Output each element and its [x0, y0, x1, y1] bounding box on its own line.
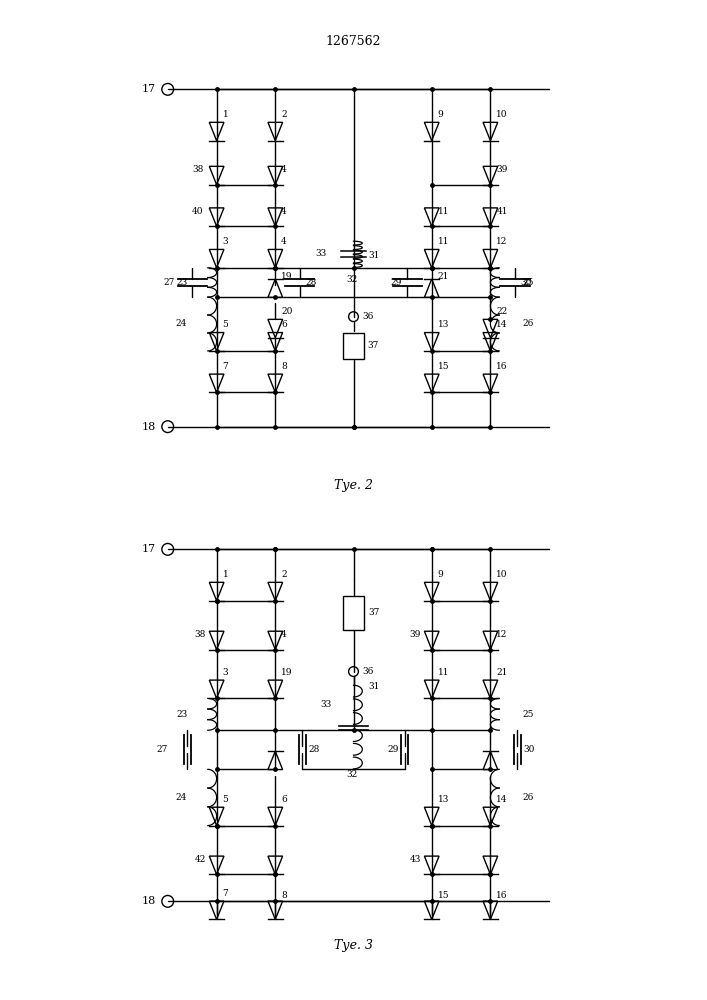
Text: 3: 3	[223, 237, 228, 246]
Text: 42: 42	[194, 855, 206, 864]
Text: 5: 5	[223, 320, 228, 329]
Text: 32: 32	[346, 275, 358, 284]
Text: 13: 13	[438, 795, 449, 804]
Text: 29: 29	[390, 278, 402, 287]
Text: 19: 19	[281, 272, 293, 281]
Text: 23: 23	[176, 710, 187, 719]
Text: 15: 15	[438, 362, 449, 371]
Bar	[343, 596, 364, 630]
Text: 11: 11	[438, 237, 449, 246]
Text: 4: 4	[281, 207, 287, 216]
Text: 27: 27	[164, 278, 175, 287]
Text: 6: 6	[281, 320, 287, 329]
Text: 19: 19	[281, 668, 293, 677]
Text: 26: 26	[522, 793, 534, 802]
Text: 7: 7	[223, 362, 228, 371]
Text: 11: 11	[438, 668, 449, 677]
Text: 37: 37	[368, 608, 380, 617]
Text: 39: 39	[410, 630, 421, 639]
Text: 13: 13	[438, 320, 449, 329]
Text: 4: 4	[281, 165, 287, 174]
Text: 10: 10	[496, 110, 508, 119]
Text: 17: 17	[141, 544, 156, 554]
Text: 29: 29	[387, 745, 399, 754]
Text: 27: 27	[156, 745, 168, 754]
Text: 31: 31	[368, 682, 380, 691]
Text: 23: 23	[176, 278, 187, 287]
Text: 24: 24	[176, 793, 187, 802]
Text: 26: 26	[522, 320, 534, 328]
Text: Τуе. 2: Τуе. 2	[334, 479, 373, 492]
Text: 11: 11	[438, 207, 449, 216]
Text: 14: 14	[496, 795, 508, 804]
Text: 37: 37	[367, 342, 378, 351]
Text: 40: 40	[192, 207, 204, 216]
Text: 39: 39	[496, 165, 508, 174]
Text: 25: 25	[522, 710, 534, 719]
Text: 36: 36	[362, 312, 374, 321]
Text: 18: 18	[141, 422, 156, 432]
Text: 41: 41	[496, 207, 508, 216]
Text: 9: 9	[438, 110, 443, 119]
Text: 18: 18	[141, 896, 156, 906]
Text: 2: 2	[281, 110, 287, 119]
Text: 43: 43	[410, 855, 421, 864]
Text: 7: 7	[223, 890, 228, 898]
Text: 24: 24	[176, 320, 187, 328]
Text: 1: 1	[223, 570, 228, 579]
Text: 17: 17	[141, 84, 156, 94]
Text: 38: 38	[194, 630, 206, 639]
Bar	[343, 333, 364, 359]
Text: 33: 33	[320, 700, 332, 709]
Text: 21: 21	[496, 668, 508, 677]
Text: 28: 28	[305, 278, 317, 287]
Text: 4: 4	[281, 630, 287, 639]
Text: 1: 1	[223, 110, 228, 119]
Text: 32: 32	[346, 770, 358, 779]
Text: 38: 38	[192, 165, 204, 174]
Text: 30: 30	[520, 278, 532, 287]
Text: 21: 21	[438, 272, 449, 281]
Text: 36: 36	[362, 667, 374, 676]
Text: 30: 30	[524, 745, 535, 754]
Text: 6: 6	[281, 795, 287, 804]
Text: 5: 5	[223, 795, 228, 804]
Text: 4: 4	[281, 237, 287, 246]
Text: 1267562: 1267562	[326, 35, 381, 48]
Text: 15: 15	[438, 891, 449, 900]
Text: 8: 8	[281, 891, 287, 900]
Text: 31: 31	[368, 251, 380, 260]
Text: Τуе. 3: Τуе. 3	[334, 939, 373, 952]
Text: 20: 20	[281, 307, 293, 316]
Text: 8: 8	[281, 362, 287, 371]
Text: 9: 9	[438, 570, 443, 579]
Text: 33: 33	[315, 249, 327, 258]
Text: 12: 12	[496, 237, 508, 246]
Text: 12: 12	[496, 630, 508, 639]
Text: 3: 3	[223, 668, 228, 677]
Text: 25: 25	[522, 278, 534, 287]
Text: 28: 28	[308, 745, 320, 754]
Text: 2: 2	[281, 570, 287, 579]
Text: 10: 10	[496, 570, 508, 579]
Text: 14: 14	[496, 320, 508, 329]
Text: 22: 22	[496, 307, 508, 316]
Text: 16: 16	[496, 362, 508, 371]
Text: 16: 16	[496, 891, 508, 900]
